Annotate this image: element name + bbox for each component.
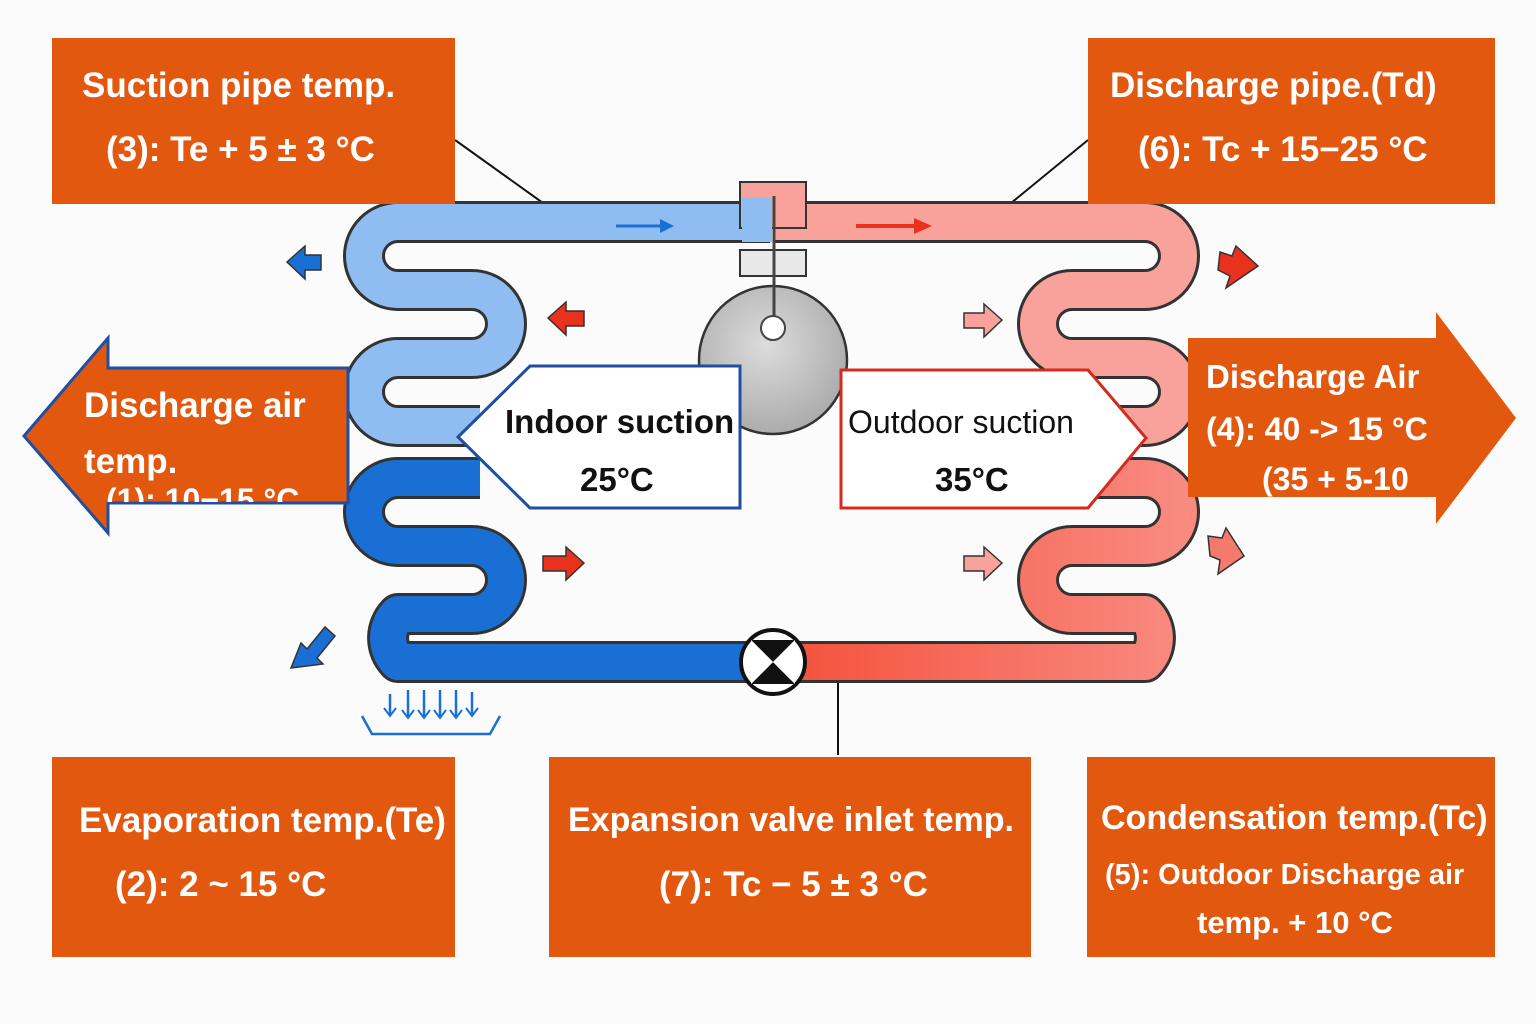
indoor-discharge-air-value-clip: (1): 10−15 °C	[100, 478, 340, 502]
discharge-pipe-label: Discharge pipe.(Td) (6): Tc + 15−25 °C	[1088, 38, 1495, 204]
evaporation-label: Evaporation temp.(Te) (2): 2 ~ 15 °C	[52, 757, 455, 957]
outdoor-suction-title: Outdoor suction	[848, 404, 1074, 440]
condenser-coil-lower	[775, 457, 1200, 683]
discharge-pipe-value: (6): Tc + 15−25 °C	[1138, 130, 1428, 169]
outdoor-suction-value: 35°C	[935, 461, 1009, 498]
indoor-discharge-air-title-2: temp.	[84, 442, 178, 481]
discharge-pipe-title: Discharge pipe.(Td)	[1110, 66, 1437, 105]
evaporator-coil-lower	[343, 457, 772, 683]
condensation-title: Condensation temp.(Tc)	[1101, 799, 1488, 837]
outdoor-discharge-air-title: Discharge Air	[1206, 358, 1420, 395]
drain-pan-icon	[360, 690, 502, 736]
leader-lines	[454, 139, 1089, 755]
indoor-suction-title: Indoor suction	[505, 403, 735, 440]
expansion-valve-value: (7): Tc − 5 ± 3 °C	[659, 865, 928, 904]
compressor-head	[739, 181, 807, 328]
suction-pipe-value: (3): Te + 5 ± 3 °C	[106, 130, 375, 169]
evaporator-coil-upper	[343, 201, 770, 447]
outdoor-discharge-air-value: (4): 40 -> 15 °C	[1206, 411, 1428, 447]
expansion-valve-title: Expansion valve inlet temp.	[568, 801, 1014, 839]
indoor-suction-tag-shape	[455, 364, 742, 510]
evaporation-value: (2): 2 ~ 15 °C	[115, 865, 327, 904]
condensation-value: (5): Outdoor Discharge air	[1105, 859, 1465, 891]
indoor-discharge-air-title: Discharge air	[84, 386, 306, 425]
evaporation-title: Evaporation temp.(Te)	[79, 801, 446, 840]
condensation-label: Condensation temp.(Tc) (5): Outdoor Disc…	[1087, 757, 1495, 957]
expansion-valve-label: Expansion valve inlet temp. (7): Tc − 5 …	[549, 757, 1031, 957]
condenser-coil-upper	[775, 201, 1200, 447]
indoor-discharge-air-arrow	[22, 333, 350, 538]
indoor-suction-value: 25°C	[580, 461, 654, 498]
airflow-arrow-icon	[285, 244, 1260, 669]
outdoor-discharge-air-arrow	[1188, 312, 1516, 524]
indoor-discharge-air-value: (1): 10−15 °C	[106, 482, 300, 502]
suction-pipe-label: Suction pipe temp. (3): Te + 5 ± 3 °C	[52, 38, 455, 204]
outdoor-discharge-air-note: (35 + 5-10	[1262, 461, 1409, 497]
flow-arrows	[616, 218, 932, 234]
outdoor-suction-tag-shape	[839, 368, 1148, 510]
expansion-valve-icon	[739, 628, 807, 696]
condensation-value-2: temp. + 10 °C	[1197, 905, 1393, 940]
suction-pipe-title: Suction pipe temp.	[82, 66, 396, 105]
